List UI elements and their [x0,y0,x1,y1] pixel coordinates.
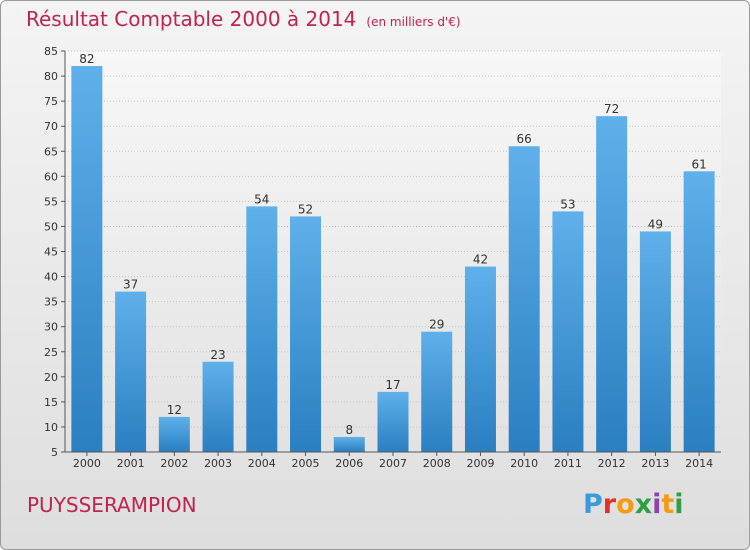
data-label: 72 [604,102,619,116]
x-tick-label: 2008 [423,457,451,470]
chart-title-text: Résultat Comptable 2000 à 2014 [26,7,357,31]
x-tick-label: 2007 [379,457,407,470]
data-label: 12 [167,403,182,417]
x-tick-label: 2014 [685,457,713,470]
bar [333,436,365,452]
bar [115,291,147,452]
y-tick-label: 40 [44,271,58,284]
bar [71,66,103,452]
y-tick-label: 65 [44,145,58,158]
data-label: 61 [691,157,706,171]
y-tick-label: 15 [44,396,58,409]
bar [377,391,409,452]
y-tick-label: 70 [44,120,58,133]
data-label: 82 [79,52,94,66]
chart-title: Résultat Comptable 2000 à 2014 (en millie… [26,7,461,31]
data-label: 53 [560,197,575,211]
x-tick-label: 2000 [73,457,101,470]
y-tick-label: 25 [44,346,58,359]
y-tick-label: 75 [44,95,58,108]
y-tick-label: 20 [44,371,58,384]
x-tick-label: 2006 [335,457,363,470]
x-tick-label: 2004 [248,457,276,470]
bar [683,171,715,453]
y-tick-label: 45 [44,246,58,259]
data-label: 52 [298,202,313,216]
bar [464,266,496,452]
bar [421,331,453,452]
y-tick-label: 35 [44,296,58,309]
x-tick-label: 2012 [598,457,626,470]
x-tick-label: 2011 [554,457,582,470]
y-tick-label: 55 [44,195,58,208]
data-label: 54 [254,192,269,206]
bar [246,206,278,452]
y-tick-label: 60 [44,170,58,183]
data-label: 29 [429,318,444,332]
x-tick-label: 2009 [466,457,494,470]
data-label: 37 [123,278,138,292]
data-label: 66 [517,132,532,146]
y-tick-label: 30 [44,321,58,334]
x-tick-label: 2001 [117,457,145,470]
x-tick-label: 2010 [510,457,538,470]
bar [552,211,584,452]
data-label: 17 [385,378,400,392]
bar [596,116,628,452]
bar [508,146,540,453]
bar [639,231,671,452]
y-tick-label: 50 [44,220,58,233]
proxiti-logo: Proxiti [583,489,684,520]
bar [290,216,322,452]
x-tick-label: 2002 [160,457,188,470]
y-tick-label: 10 [44,421,58,434]
x-tick-label: 2003 [204,457,232,470]
y-tick-label: 85 [44,45,58,58]
bar [202,361,234,452]
data-label: 8 [345,423,353,437]
bar [158,416,190,452]
y-tick-label: 80 [44,70,58,83]
chart-unit-label: (en milliers d'€) [366,15,461,29]
x-tick-label: 2005 [292,457,320,470]
y-tick-label: 5 [51,446,58,459]
data-label: 42 [473,253,488,267]
data-label: 23 [210,348,225,362]
data-label: 49 [648,217,663,231]
commune-name: PUYSSERAMPION [27,493,197,517]
x-tick-label: 2013 [641,457,669,470]
